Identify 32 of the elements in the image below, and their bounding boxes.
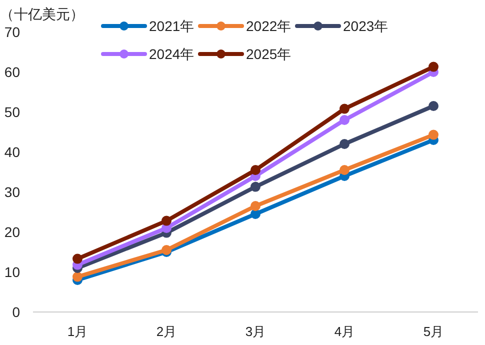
y-tick-label: 70 xyxy=(4,24,20,40)
legend-label: 2022年 xyxy=(246,18,292,34)
x-tick-label: 2月 xyxy=(156,324,177,339)
point xyxy=(428,62,438,72)
legend-label: 2024年 xyxy=(149,46,194,62)
y-tick-label: 60 xyxy=(4,64,20,80)
legend-label: 2021年 xyxy=(149,18,194,34)
x-tick-label: 4月 xyxy=(334,324,355,339)
point xyxy=(250,201,260,211)
y-tick-label: 30 xyxy=(4,184,20,200)
y-tick-label: 0 xyxy=(12,304,20,320)
y-tick-label: 20 xyxy=(4,224,20,240)
legend-label: 2023年 xyxy=(343,18,388,34)
point xyxy=(250,165,260,175)
y-tick-label: 50 xyxy=(4,104,20,120)
point xyxy=(340,139,350,149)
point xyxy=(340,104,350,114)
point xyxy=(250,182,260,192)
x-tick-label: 3月 xyxy=(245,324,266,339)
x-tick-label: 5月 xyxy=(423,324,444,339)
point xyxy=(428,130,438,140)
point xyxy=(340,165,350,175)
x-tick-label: 1月 xyxy=(67,324,88,339)
point xyxy=(162,216,172,226)
legend-label: 2025年 xyxy=(246,46,292,62)
y-axis-title: （十亿美元） xyxy=(0,6,84,22)
point xyxy=(72,272,82,282)
point xyxy=(340,115,350,125)
y-tick-label: 40 xyxy=(4,144,20,160)
point xyxy=(72,254,82,264)
y-tick-label: 10 xyxy=(4,264,20,280)
point xyxy=(428,101,438,111)
